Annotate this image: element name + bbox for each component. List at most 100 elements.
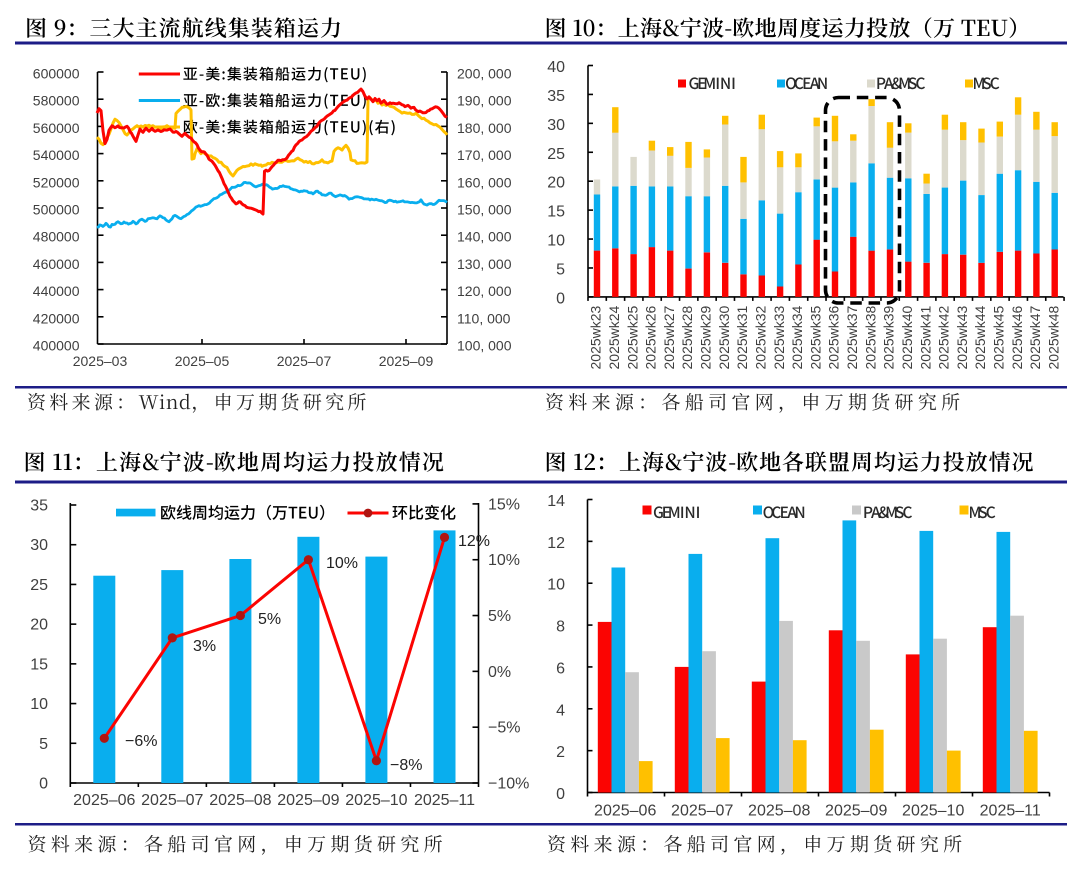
svg-text:0: 0 (556, 290, 565, 307)
svg-text:150, 000: 150, 000 (457, 202, 512, 218)
svg-text:2025–10: 2025–10 (902, 803, 964, 820)
svg-text:2025wk46: 2025wk46 (1009, 305, 1025, 369)
svg-text:2: 2 (556, 744, 565, 761)
svg-text:2025wk32: 2025wk32 (753, 305, 769, 369)
svg-text:500000: 500000 (33, 202, 80, 218)
svg-text:2025wk41: 2025wk41 (917, 305, 933, 369)
svg-text:−6%: −6% (125, 733, 157, 750)
svg-text:2025wk44: 2025wk44 (972, 305, 988, 369)
svg-text:2025wk33: 2025wk33 (771, 305, 787, 369)
svg-text:600000: 600000 (33, 66, 80, 82)
svg-text:2025–09: 2025–09 (825, 803, 887, 820)
svg-text:10%: 10% (488, 552, 520, 569)
svg-text:170, 000: 170, 000 (457, 147, 512, 163)
svg-text:2025wk39: 2025wk39 (881, 305, 897, 369)
svg-text:2025wk29: 2025wk29 (698, 305, 714, 369)
svg-text:−5%: −5% (488, 720, 520, 737)
svg-text:2025wk43: 2025wk43 (954, 305, 970, 369)
svg-text:160, 000: 160, 000 (457, 174, 512, 190)
svg-text:2025wk31: 2025wk31 (734, 305, 750, 369)
svg-text:2025wk35: 2025wk35 (807, 305, 823, 369)
svg-text:2025wk48: 2025wk48 (1046, 305, 1062, 369)
svg-text:20: 20 (30, 617, 48, 634)
svg-text:2025wk26: 2025wk26 (643, 305, 659, 369)
svg-text:8: 8 (556, 619, 565, 636)
svg-text:20: 20 (547, 175, 565, 192)
svg-text:2025–08: 2025–08 (748, 803, 810, 820)
svg-text:3%: 3% (193, 638, 216, 655)
svg-text:2025wk27: 2025wk27 (661, 305, 677, 369)
svg-text:2025–06: 2025–06 (73, 792, 135, 809)
svg-text:560000: 560000 (33, 120, 80, 136)
svg-text:580000: 580000 (33, 93, 80, 109)
svg-text:2025wk47: 2025wk47 (1027, 305, 1043, 369)
svg-text:12%: 12% (458, 533, 490, 550)
svg-text:460000: 460000 (33, 256, 80, 272)
svg-text:400000: 400000 (33, 338, 80, 354)
svg-text:10: 10 (30, 696, 48, 713)
svg-text:6: 6 (556, 660, 565, 677)
svg-text:2025wk40: 2025wk40 (899, 305, 915, 369)
svg-text:2025wk34: 2025wk34 (789, 305, 805, 369)
svg-text:100, 000: 100, 000 (457, 338, 512, 354)
svg-text:2025–10: 2025–10 (345, 792, 407, 809)
svg-text:2025–07: 2025–07 (277, 353, 332, 369)
svg-text:2025wk42: 2025wk42 (936, 305, 952, 369)
svg-text:2025–06: 2025–06 (594, 803, 656, 820)
svg-text:130, 000: 130, 000 (457, 256, 512, 272)
svg-text:2025wk28: 2025wk28 (679, 305, 695, 369)
svg-text:2025–11: 2025–11 (414, 792, 475, 809)
svg-text:2025wk36: 2025wk36 (826, 305, 842, 369)
svg-text:−8%: −8% (390, 757, 422, 774)
svg-text:2025wk30: 2025wk30 (716, 305, 732, 369)
svg-text:2025–05: 2025–05 (175, 353, 230, 369)
svg-text:5%: 5% (488, 608, 511, 625)
svg-text:15: 15 (547, 204, 565, 221)
svg-text:190, 000: 190, 000 (457, 93, 512, 109)
svg-text:30: 30 (547, 117, 565, 134)
svg-text:420000: 420000 (33, 310, 80, 326)
svg-text:10: 10 (547, 233, 565, 250)
svg-text:140, 000: 140, 000 (457, 229, 512, 245)
svg-text:120, 000: 120, 000 (457, 283, 512, 299)
svg-text:4: 4 (556, 702, 565, 719)
svg-text:2025–11: 2025–11 (980, 803, 1041, 820)
svg-text:2025wk37: 2025wk37 (844, 305, 860, 369)
svg-text:0%: 0% (488, 664, 511, 681)
svg-text:15%: 15% (488, 496, 520, 513)
svg-text:25: 25 (30, 577, 48, 594)
svg-text:440000: 440000 (33, 283, 80, 299)
svg-text:2025wk24: 2025wk24 (606, 305, 622, 369)
svg-text:2025wk25: 2025wk25 (624, 305, 640, 369)
svg-text:12: 12 (547, 535, 565, 552)
svg-text:2025–09: 2025–09 (379, 353, 434, 369)
svg-text:200, 000: 200, 000 (457, 66, 512, 82)
svg-text:2025wk38: 2025wk38 (862, 305, 878, 369)
svg-text:5: 5 (556, 261, 565, 278)
svg-text:2025–08: 2025–08 (209, 792, 271, 809)
svg-text:40: 40 (547, 59, 565, 76)
svg-text:520000: 520000 (33, 174, 80, 190)
svg-text:15: 15 (30, 656, 48, 673)
svg-text:2025wk23: 2025wk23 (588, 305, 604, 369)
svg-text:25: 25 (547, 146, 565, 163)
svg-text:30: 30 (30, 537, 48, 554)
svg-text:540000: 540000 (33, 147, 80, 163)
svg-text:2025–07: 2025–07 (671, 803, 733, 820)
svg-text:10: 10 (547, 577, 565, 594)
svg-text:110, 000: 110, 000 (457, 310, 511, 326)
svg-text:35: 35 (547, 88, 565, 105)
svg-text:180, 000: 180, 000 (457, 120, 512, 136)
svg-text:2025–03: 2025–03 (73, 353, 128, 369)
svg-text:2025wk45: 2025wk45 (991, 305, 1007, 369)
svg-text:480000: 480000 (33, 229, 80, 245)
svg-text:14: 14 (547, 493, 565, 510)
svg-text:5: 5 (39, 736, 48, 753)
svg-text:35: 35 (30, 498, 48, 515)
svg-text:2025–07: 2025–07 (141, 792, 203, 809)
svg-text:−10%: −10% (488, 776, 529, 793)
svg-text:0: 0 (556, 786, 565, 803)
svg-text:10%: 10% (326, 555, 358, 572)
svg-text:5%: 5% (258, 611, 281, 628)
svg-text:2025–09: 2025–09 (277, 792, 339, 809)
